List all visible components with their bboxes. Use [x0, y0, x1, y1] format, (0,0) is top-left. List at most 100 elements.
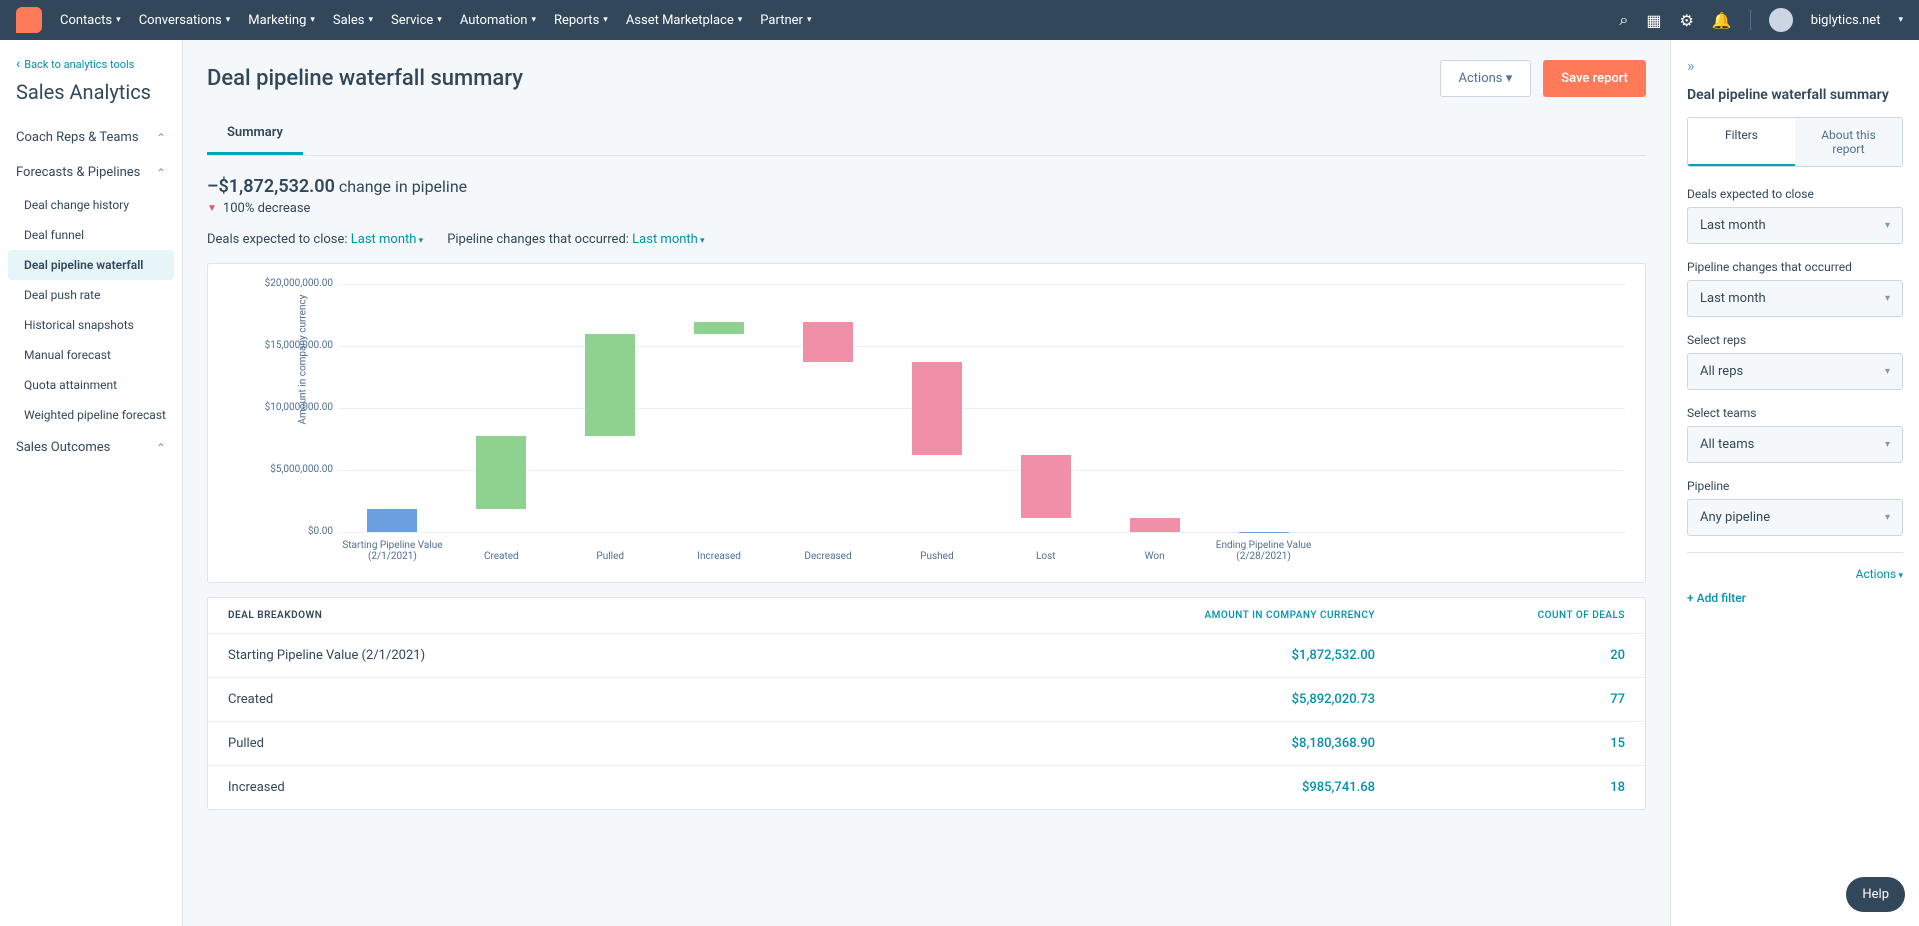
cell-amount[interactable]: $985,741.68 — [1125, 780, 1375, 795]
panel-tab-filters[interactable]: Filters — [1688, 118, 1795, 166]
sidebar-item[interactable]: Deal push rate — [0, 280, 182, 310]
tabs: Summary — [207, 113, 1646, 156]
x-label: Lost — [986, 551, 1106, 562]
cell-count[interactable]: 18 — [1375, 780, 1625, 795]
help-button[interactable]: Help — [1846, 877, 1905, 912]
table-row: Pulled $8,180,368.90 15 — [208, 721, 1645, 765]
chart-bar[interactable] — [367, 509, 417, 532]
sidebar-item[interactable]: Manual forecast — [0, 340, 182, 370]
sidebar-section[interactable]: Sales Outcomes — [0, 430, 182, 465]
save-report-button[interactable]: Save report — [1543, 60, 1646, 97]
left-sidebar: Back to analytics tools Sales Analytics … — [0, 40, 183, 926]
back-link[interactable]: Back to analytics tools — [0, 56, 182, 80]
main-content: Deal pipeline waterfall summary Actions … — [183, 40, 1671, 926]
sidebar-item[interactable]: Deal funnel — [0, 220, 182, 250]
chart-bar[interactable] — [476, 436, 526, 509]
x-label: Pulled — [550, 551, 670, 562]
filter-select[interactable]: Any pipeline — [1687, 499, 1903, 536]
x-label: Increased — [659, 551, 779, 562]
filter-select[interactable]: All teams — [1687, 426, 1903, 463]
sidebar-item[interactable]: Quota attainment — [0, 370, 182, 400]
chart-bar[interactable] — [1130, 518, 1180, 532]
nav-item-reports[interactable]: Reports — [554, 13, 608, 28]
table-row: Increased $985,741.68 18 — [208, 765, 1645, 809]
filter2-label: Pipeline changes that occurred: — [447, 232, 629, 247]
table-row: Starting Pipeline Value (2/1/2021) $1,87… — [208, 633, 1645, 677]
chart-bar[interactable] — [694, 322, 744, 334]
pipeline-change-label: change in pipeline — [339, 177, 467, 196]
filter-select[interactable]: All reps — [1687, 353, 1903, 390]
x-label: Ending Pipeline Value (2/28/2021) — [1204, 540, 1324, 562]
nav-item-service[interactable]: Service — [391, 13, 442, 28]
notifications-bell-icon[interactable]: 🔔 — [1712, 11, 1732, 30]
cell-count[interactable]: 20 — [1375, 648, 1625, 663]
pipeline-change-value: –$1,872,532.00 — [207, 176, 335, 197]
filter-label: Select reps — [1687, 333, 1903, 347]
chart-bar[interactable] — [1239, 532, 1289, 533]
x-label: Starting Pipeline Value (2/1/2021) — [332, 540, 452, 562]
filter2-dropdown[interactable]: Last month — [632, 232, 704, 247]
actions-button[interactable]: Actions ▾ — [1440, 60, 1532, 97]
chart-bar[interactable] — [912, 362, 962, 455]
top-nav: Contacts Conversations Marketing Sales Servi… — [0, 0, 1919, 40]
panel-collapse-icon[interactable]: » — [1687, 56, 1903, 75]
account-name[interactable]: biglytics.net — [1811, 13, 1881, 28]
cell-breakdown: Pulled — [228, 736, 1125, 751]
tab-summary[interactable]: Summary — [207, 113, 303, 155]
nav-item-sales[interactable]: Sales — [333, 13, 373, 28]
sidebar-section[interactable]: Forecasts & Pipelines — [0, 155, 182, 190]
nav-item-automation[interactable]: Automation — [460, 13, 536, 28]
avatar[interactable] — [1769, 8, 1793, 32]
sidebar-section[interactable]: Coach Reps & Teams — [0, 120, 182, 155]
y-tick: $0.00 — [258, 526, 333, 537]
search-icon[interactable]: ⌕ — [1619, 10, 1628, 30]
nav-item-contacts[interactable]: Contacts — [60, 13, 121, 28]
nav-item-marketing[interactable]: Marketing — [248, 13, 315, 28]
right-panel: » Deal pipeline waterfall summary Filter… — [1671, 40, 1919, 926]
nav-item-asset-marketplace[interactable]: Asset Marketplace — [626, 13, 742, 28]
waterfall-chart: Amount in company currency $20,000,000.0… — [207, 263, 1646, 583]
summary-header: –$1,872,532.00 change in pipeline 100% d… — [207, 176, 1646, 216]
top-nav-right: ⌕ ▦ ⚙ 🔔 biglytics.net ▾ — [1619, 8, 1903, 32]
panel-tabs: Filters About this report — [1687, 117, 1903, 167]
settings-gear-icon[interactable]: ⚙ — [1679, 11, 1693, 30]
add-filter-link[interactable]: Add filter — [1687, 591, 1903, 605]
filter-select[interactable]: Last month — [1687, 207, 1903, 244]
cell-breakdown: Starting Pipeline Value (2/1/2021) — [228, 648, 1125, 663]
filter-label: Deals expected to close — [1687, 187, 1903, 201]
filter-label: Select teams — [1687, 406, 1903, 420]
sidebar-title: Sales Analytics — [0, 80, 182, 120]
decrease-indicator: 100% decrease — [207, 201, 1646, 216]
y-tick: $5,000,000.00 — [258, 464, 333, 475]
nav-item-partner[interactable]: Partner — [760, 13, 811, 28]
filter1-label: Deals expected to close: — [207, 232, 348, 247]
th-count: COUNT OF DEALS — [1375, 610, 1625, 621]
sidebar-item[interactable]: Deal change history — [0, 190, 182, 220]
panel-actions-link[interactable]: Actions — [1687, 552, 1903, 581]
hubspot-logo-icon[interactable] — [16, 7, 42, 33]
table-row: Created $5,892,020.73 77 — [208, 677, 1645, 721]
panel-tab-about[interactable]: About this report — [1795, 118, 1902, 166]
x-label: Created — [441, 551, 561, 562]
cell-count[interactable]: 15 — [1375, 736, 1625, 751]
cell-amount[interactable]: $1,872,532.00 — [1125, 648, 1375, 663]
cell-breakdown: Created — [228, 692, 1125, 707]
nav-item-conversations[interactable]: Conversations — [139, 13, 231, 28]
sidebar-item[interactable]: Deal pipeline waterfall — [8, 250, 174, 280]
filter-select[interactable]: Last month — [1687, 280, 1903, 317]
chart-bar[interactable] — [1021, 455, 1071, 518]
cell-amount[interactable]: $8,180,368.90 — [1125, 736, 1375, 751]
marketplace-icon[interactable]: ▦ — [1646, 11, 1661, 30]
cell-count[interactable]: 77 — [1375, 692, 1625, 707]
filter1-dropdown[interactable]: Last month — [351, 232, 423, 247]
x-label: Pushed — [877, 551, 997, 562]
page-header: Deal pipeline waterfall summary Actions … — [207, 60, 1646, 97]
panel-title: Deal pipeline waterfall summary — [1687, 87, 1903, 103]
sidebar-item[interactable]: Historical snapshots — [0, 310, 182, 340]
chart-bar[interactable] — [803, 322, 853, 362]
cell-amount[interactable]: $5,892,020.73 — [1125, 692, 1375, 707]
chart-bar[interactable] — [585, 334, 635, 435]
y-tick: $20,000,000.00 — [258, 278, 333, 289]
inline-filter-row: Deals expected to close: Last month Pipe… — [207, 232, 1646, 247]
sidebar-item[interactable]: Weighted pipeline forecast — [0, 400, 182, 430]
